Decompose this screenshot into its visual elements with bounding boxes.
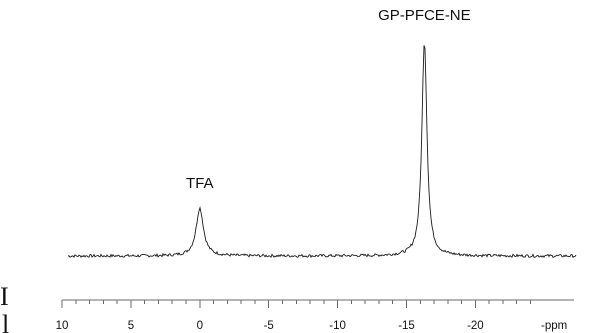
peak-label: GP-PFCE-NE	[378, 7, 471, 24]
x-tick-label: -20	[467, 320, 484, 332]
x-tick-label: 10	[56, 320, 69, 332]
x-axis-ticks	[61, 300, 532, 308]
edge-text-fragment-1: I	[0, 282, 9, 311]
x-tick-label: -15	[398, 320, 415, 332]
x-tick-label: -10	[329, 320, 346, 332]
x-tick-label: -5	[264, 320, 274, 332]
x-axis-tick-labels: 10 5 0 -5 -10 -15 -20	[56, 320, 484, 332]
spectrum-trace	[67, 45, 577, 259]
x-tick-label: 5	[128, 320, 134, 332]
x-tick-label: 0	[197, 320, 203, 332]
x-axis: 10 5 0 -5 -10 -15 -20 -ppm	[56, 299, 574, 332]
peak-labels: TFA GP-PFCE-NE	[186, 7, 471, 192]
peak-label: TFA	[186, 175, 214, 192]
edge-text-fragment-2: l	[2, 310, 9, 333]
x-axis-unit-label: -ppm	[541, 320, 567, 332]
